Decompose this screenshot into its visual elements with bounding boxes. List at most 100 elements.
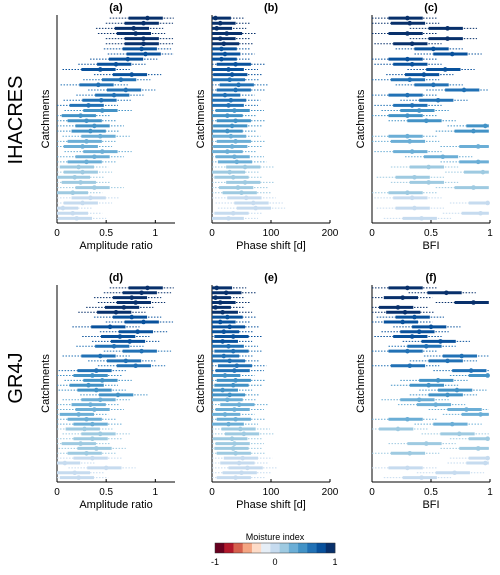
x-tick-label: 100 [263,487,280,498]
catchment-point [219,46,224,52]
catchment-point [251,200,256,206]
catchment-point [405,133,410,139]
x-axis-label: Amplitude ratio [79,240,152,252]
catchment-point [405,56,410,62]
catchment-point [127,339,133,344]
catchment-point [253,205,258,211]
panel-e: (e) 0 100 200 Phase shift [d] Catchments [195,272,339,511]
catchment-point [139,348,144,354]
catchment-point [236,460,242,466]
catchment-point [485,455,490,461]
catchment-point [145,15,150,21]
colorbar-swatch [325,543,336,553]
catchment-point [482,460,488,466]
colorbar-title: Moisture index [246,532,305,542]
catchment-point [405,92,410,98]
catchment-point [445,392,450,398]
catchment-point [227,324,232,330]
catchment-point [223,290,229,296]
catchment-point [90,373,95,378]
catchment-point [233,87,238,93]
catchment-point [407,77,413,83]
colorbar-tick-label: -1 [211,557,219,567]
catchment-point [123,87,129,93]
y-axis-label: Catchments [195,354,207,413]
colorbar-swatch [307,543,317,553]
catchment-point [217,319,223,325]
x-tick-label: 0.5 [99,228,113,239]
catchment-point [139,46,144,52]
catchment-point [426,382,431,388]
catchment-point [233,451,238,456]
catchment-point [229,436,235,442]
catchment-point [78,180,83,185]
panel-title: (d) [109,272,123,284]
catchment-point [230,210,236,216]
catchment-point [400,319,405,325]
catchment-point [129,314,135,320]
row-label-gr4j: GR4J [5,352,27,403]
catchment-point [435,378,441,383]
catchment-point [485,436,490,442]
catchment-point [431,46,436,52]
x-tick-label: 0 [209,487,215,498]
x-tick-label: 1 [487,487,493,498]
catchment-point [405,15,410,21]
catchment-point [230,334,236,339]
catchment-point [92,185,97,190]
catchment-point [141,36,146,41]
panel-f: (f) 0 0.5 1 BFI Catchments [355,272,493,511]
catchment-point [84,159,89,165]
catchment-point [232,154,237,160]
x-axis-label: BFI [422,499,439,511]
catchment-point [232,108,237,113]
y-axis-label: Catchments [355,89,367,148]
panel-title: (b) [264,2,278,14]
catchment-point [227,169,232,175]
catchment-point [78,441,83,446]
catchment-point [395,305,401,310]
catchment-point [431,82,436,88]
catchment-point [395,426,401,432]
catchment-point [407,363,413,369]
x-tick-label: 1 [487,228,493,239]
catchment-point [214,285,220,291]
catchment-point [131,26,136,31]
catchment-point [118,77,124,83]
catchment-point [97,133,103,139]
catchment-point [235,185,241,190]
x-tick-label: 0 [209,228,215,239]
y-axis-label: Catchments [40,89,52,148]
catchment-point [139,290,144,296]
catchment-point [60,205,66,211]
catchment-point [135,329,140,334]
panel-title: (a) [109,2,123,14]
catchment-point [405,416,410,422]
catchment-point [84,451,89,456]
catchment-point [426,180,431,185]
catchment-point [227,358,232,364]
catchment-point [88,128,93,134]
catchment-point [232,407,237,412]
row-label-ihacres: IHACRES [5,76,27,165]
catchment-point [485,373,490,378]
catchment-point [113,309,119,315]
catchment-point [217,300,223,305]
catchment-point [236,82,241,88]
catchment-point [452,470,457,476]
catchment-point [438,339,443,344]
catchment-point [90,421,95,427]
catchment-point [145,285,150,291]
catchment-point [94,387,99,393]
catchment-point [70,210,76,216]
catchment-point [485,200,490,206]
colorbar-frame [214,542,336,554]
colorbar-swatch [288,543,299,553]
x-tick-label: 0 [54,487,60,498]
catchment-point [230,382,236,388]
catchment-point [440,154,446,160]
catchment-point [92,407,97,412]
catchment-point [229,144,235,149]
catchment-point [217,20,223,26]
